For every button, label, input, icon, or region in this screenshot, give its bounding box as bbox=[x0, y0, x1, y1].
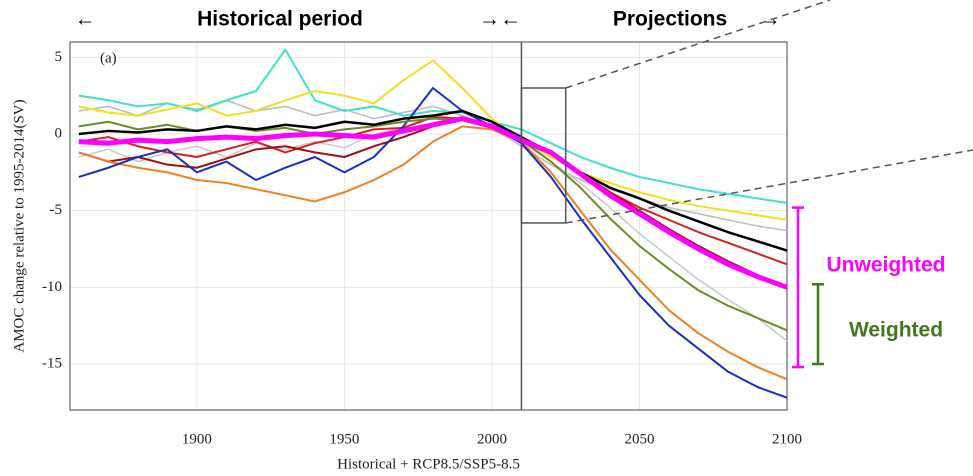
series-line bbox=[78, 125, 788, 381]
highlight-box bbox=[520, 87, 567, 224]
series-line bbox=[78, 116, 788, 290]
series-line bbox=[78, 116, 788, 266]
x-tick-label: 2100 bbox=[772, 431, 802, 447]
series-line bbox=[78, 99, 788, 232]
x-tick-label: 1900 bbox=[182, 431, 212, 447]
x-tick-label: 2000 bbox=[477, 431, 507, 447]
annotation-label: Unweighted bbox=[827, 254, 946, 277]
zoom-line bbox=[565, 0, 831, 89]
header-text: Projections bbox=[613, 8, 727, 31]
y-tick-label: -10 bbox=[42, 279, 62, 295]
y-tick-label: 0 bbox=[55, 125, 63, 141]
series-line bbox=[78, 87, 788, 399]
x-tick-label: 2050 bbox=[624, 431, 654, 447]
plot-frame bbox=[69, 41, 788, 411]
header-text: ← bbox=[75, 8, 96, 31]
annotation-label: Weighted bbox=[849, 319, 943, 342]
header-text: Historical period bbox=[197, 8, 363, 31]
y-tick-label: 5 bbox=[55, 49, 63, 65]
series-line bbox=[78, 114, 788, 342]
y-axis-label: AMOC change relative to 1995-2014(SV) bbox=[11, 99, 27, 352]
x-axis-label: Historical + RCP8.5/SSP5-8.5 bbox=[337, 456, 520, 472]
series-line bbox=[78, 59, 788, 221]
series-line bbox=[78, 119, 788, 289]
y-tick-label: -15 bbox=[42, 355, 62, 371]
header-text: →← bbox=[479, 8, 521, 31]
y-tick-label: -5 bbox=[50, 202, 63, 218]
x-tick-label: 1950 bbox=[329, 431, 359, 447]
series-line bbox=[78, 48, 788, 204]
header-text: → bbox=[760, 8, 781, 31]
zoom-line bbox=[565, 149, 973, 224]
panel-label: (a) bbox=[100, 50, 117, 66]
series-line bbox=[78, 109, 788, 252]
